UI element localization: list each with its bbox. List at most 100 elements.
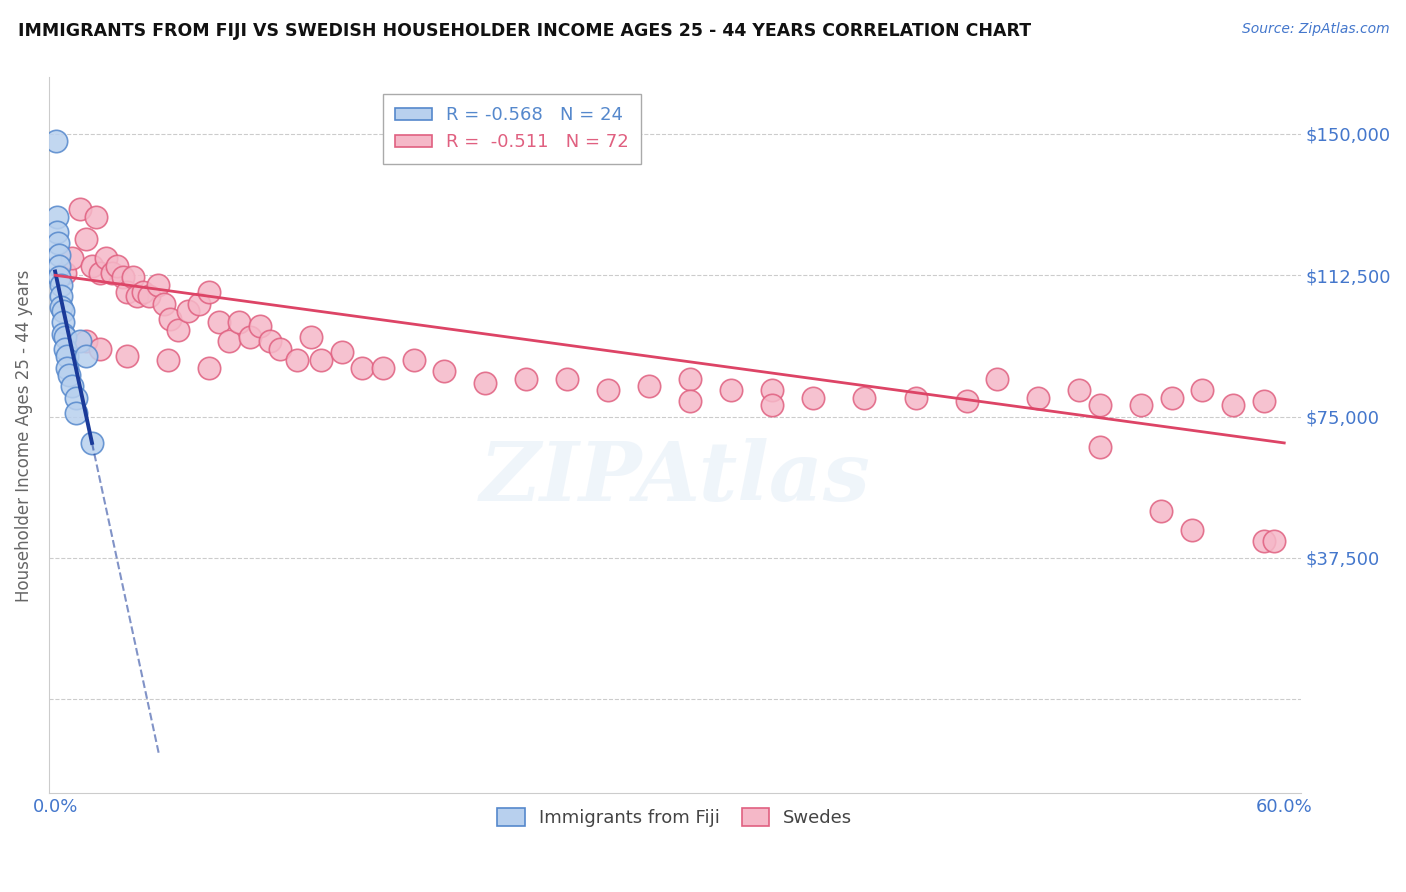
Point bbox=[239, 330, 262, 344]
Point bbox=[146, 277, 169, 292]
Point bbox=[115, 285, 138, 300]
Point bbox=[138, 289, 160, 303]
Point bbox=[51, 289, 73, 303]
Point bbox=[1088, 398, 1111, 412]
Point bbox=[1253, 394, 1275, 409]
Point bbox=[187, 296, 209, 310]
Point bbox=[208, 315, 231, 329]
Point bbox=[986, 372, 1008, 386]
Point bbox=[1263, 533, 1285, 548]
Point bbox=[152, 296, 174, 310]
Point bbox=[53, 342, 76, 356]
Point bbox=[58, 368, 80, 383]
Point bbox=[46, 236, 69, 251]
Point bbox=[122, 270, 145, 285]
Point bbox=[228, 315, 250, 329]
Point bbox=[60, 252, 83, 266]
Point bbox=[1160, 391, 1182, 405]
Point bbox=[956, 394, 979, 409]
Point bbox=[1191, 383, 1213, 397]
Point bbox=[75, 334, 97, 349]
Text: ZIPAtlas: ZIPAtlas bbox=[479, 438, 870, 518]
Point bbox=[1088, 440, 1111, 454]
Point bbox=[904, 391, 927, 405]
Point bbox=[56, 349, 79, 363]
Point bbox=[46, 210, 69, 224]
Point bbox=[259, 334, 281, 349]
Point bbox=[311, 353, 333, 368]
Y-axis label: Householder Income Ages 25 - 44 years: Householder Income Ages 25 - 44 years bbox=[15, 269, 32, 601]
Point bbox=[105, 259, 128, 273]
Point bbox=[720, 383, 742, 397]
Point bbox=[761, 383, 783, 397]
Point bbox=[598, 383, 620, 397]
Point bbox=[1028, 391, 1050, 405]
Point bbox=[156, 353, 179, 368]
Point bbox=[56, 360, 79, 375]
Point bbox=[53, 266, 76, 280]
Point bbox=[60, 379, 83, 393]
Point bbox=[1069, 383, 1091, 397]
Legend: Immigrants from Fiji, Swedes: Immigrants from Fiji, Swedes bbox=[491, 801, 859, 834]
Point bbox=[51, 277, 73, 292]
Point bbox=[1150, 504, 1173, 518]
Point bbox=[433, 364, 456, 378]
Point bbox=[132, 285, 155, 300]
Text: Source: ZipAtlas.com: Source: ZipAtlas.com bbox=[1241, 22, 1389, 37]
Point bbox=[1129, 398, 1152, 412]
Point bbox=[69, 202, 91, 217]
Point bbox=[853, 391, 876, 405]
Point bbox=[1253, 533, 1275, 548]
Text: IMMIGRANTS FROM FIJI VS SWEDISH HOUSEHOLDER INCOME AGES 25 - 44 YEARS CORRELATIO: IMMIGRANTS FROM FIJI VS SWEDISH HOUSEHOL… bbox=[18, 22, 1032, 40]
Point bbox=[269, 342, 291, 356]
Point bbox=[474, 376, 496, 390]
Point bbox=[89, 266, 111, 280]
Point bbox=[65, 406, 87, 420]
Point bbox=[352, 360, 374, 375]
Point bbox=[111, 270, 134, 285]
Point bbox=[285, 353, 308, 368]
Point bbox=[249, 319, 271, 334]
Point bbox=[515, 372, 537, 386]
Point bbox=[330, 345, 353, 359]
Point bbox=[84, 210, 107, 224]
Point bbox=[1181, 523, 1204, 537]
Point bbox=[80, 259, 103, 273]
Point bbox=[218, 334, 240, 349]
Point bbox=[679, 394, 702, 409]
Point bbox=[679, 372, 702, 386]
Point bbox=[52, 304, 75, 318]
Point bbox=[52, 315, 75, 329]
Point bbox=[555, 372, 578, 386]
Point bbox=[48, 247, 70, 261]
Point bbox=[53, 330, 76, 344]
Point bbox=[167, 323, 190, 337]
Point bbox=[69, 334, 91, 349]
Point bbox=[402, 353, 425, 368]
Point bbox=[197, 285, 219, 300]
Point bbox=[46, 225, 69, 239]
Point bbox=[371, 360, 394, 375]
Point bbox=[101, 266, 124, 280]
Point bbox=[115, 349, 138, 363]
Point bbox=[638, 379, 661, 393]
Point bbox=[48, 270, 70, 285]
Point bbox=[801, 391, 824, 405]
Point bbox=[52, 326, 75, 341]
Point bbox=[177, 304, 200, 318]
Point bbox=[1222, 398, 1244, 412]
Point bbox=[75, 232, 97, 246]
Point bbox=[159, 311, 181, 326]
Point bbox=[299, 330, 322, 344]
Point bbox=[197, 360, 219, 375]
Point bbox=[51, 300, 73, 314]
Point bbox=[89, 342, 111, 356]
Point bbox=[761, 398, 783, 412]
Point bbox=[125, 289, 148, 303]
Point bbox=[96, 252, 118, 266]
Point bbox=[48, 259, 70, 273]
Point bbox=[65, 391, 87, 405]
Point bbox=[45, 135, 67, 149]
Point bbox=[80, 436, 103, 450]
Point bbox=[75, 349, 97, 363]
